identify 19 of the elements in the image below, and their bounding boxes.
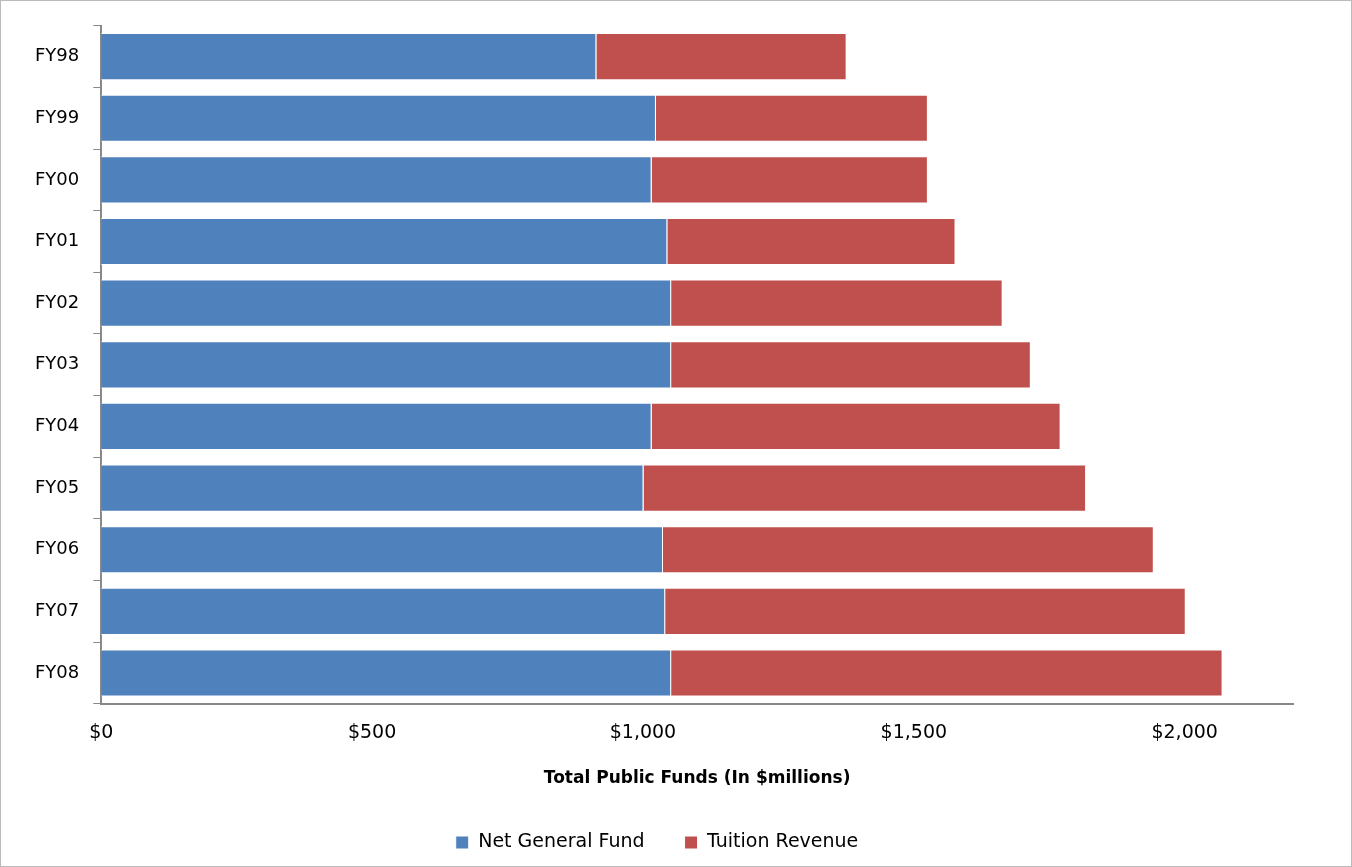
y-tick-label: FY05 bbox=[34, 475, 80, 497]
y-tick-label: FY06 bbox=[34, 537, 80, 559]
y-tick-label: FY99 bbox=[34, 105, 80, 127]
y-tick-label: FY03 bbox=[34, 352, 80, 374]
x-tick-label: $1,500 bbox=[880, 720, 948, 743]
y-tick-label: FY98 bbox=[34, 44, 80, 66]
y-tick-label: FY01 bbox=[34, 229, 80, 251]
legend-label: Net General Fund bbox=[478, 829, 645, 852]
y-tick-label: FY04 bbox=[34, 414, 80, 436]
x-tick-label: $0 bbox=[89, 720, 114, 743]
x-tick-label: $500 bbox=[347, 720, 397, 743]
y-tick-label: FY00 bbox=[34, 167, 80, 189]
x-tick-label: $1,000 bbox=[609, 720, 677, 743]
x-axis-title: Total Public Funds (In $millions) bbox=[543, 767, 851, 788]
y-tick-label: FY02 bbox=[34, 290, 80, 312]
y-tick-label: FY07 bbox=[34, 599, 80, 621]
x-tick-label: $2,000 bbox=[1151, 720, 1218, 743]
legend-label: Tuition Revenue bbox=[706, 829, 859, 852]
y-tick-label: FY08 bbox=[34, 660, 80, 682]
